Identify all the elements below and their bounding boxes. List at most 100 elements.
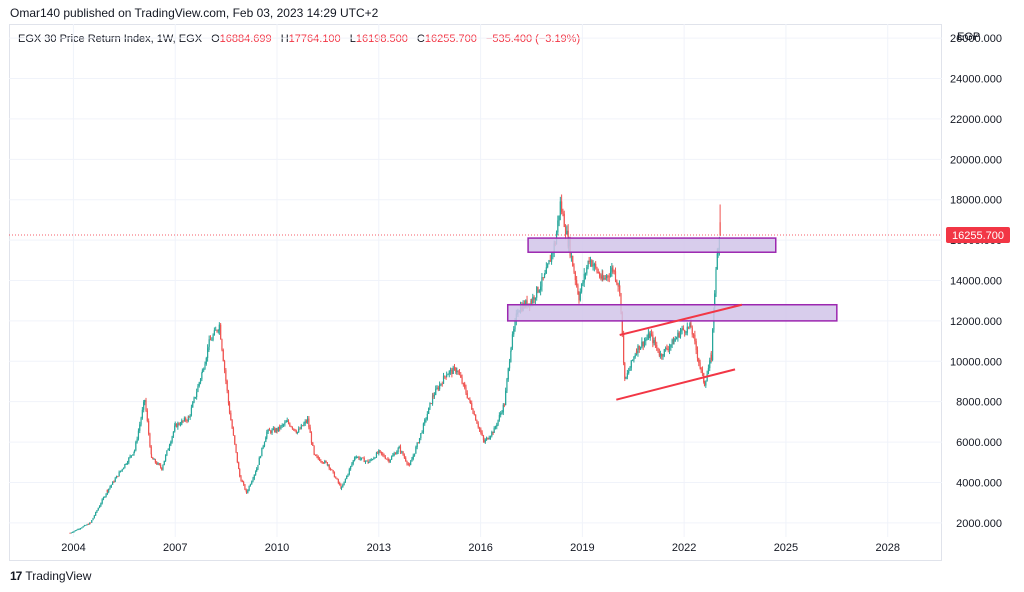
candle-body (223, 361, 226, 371)
candle-body (74, 530, 76, 532)
candle-body (439, 384, 441, 390)
y-tick-label: 18000.000 (950, 195, 1002, 207)
candle-body (373, 457, 375, 460)
candle-body (287, 420, 290, 424)
candle-body (245, 489, 247, 491)
candle-body (162, 465, 164, 470)
candle-body (540, 286, 542, 291)
candle-body (72, 532, 74, 533)
candle-body (561, 201, 563, 212)
candle-body (284, 422, 286, 425)
candle-body (719, 222, 721, 235)
candle-body (316, 455, 318, 457)
candle-body (430, 402, 432, 404)
candle-body (121, 469, 123, 471)
legend-change: −535.400 (−3.19%) (485, 33, 581, 45)
candle-body (445, 376, 447, 378)
candle-body (211, 339, 213, 341)
candle-body (201, 372, 203, 379)
candle-body (243, 482, 245, 485)
candle-body (336, 478, 338, 480)
candle-body (302, 425, 304, 427)
candle-body (588, 261, 590, 262)
candle-body (538, 290, 540, 293)
candle-body (617, 283, 619, 287)
candle-body (232, 428, 235, 436)
candle-body (603, 277, 605, 280)
candle-body (471, 403, 473, 410)
candle-body (701, 369, 704, 374)
candle-body (408, 464, 410, 466)
chart-frame[interactable] (9, 24, 942, 561)
candle-body (185, 418, 187, 421)
candle-body (122, 467, 125, 470)
candle-body (596, 267, 598, 272)
candle-body (152, 457, 154, 460)
candle-body (619, 285, 621, 294)
candle-body (312, 442, 314, 446)
candle-body (340, 487, 343, 489)
candle-body (428, 407, 430, 414)
candle-body (362, 457, 364, 459)
candle-body (98, 505, 101, 509)
candle-body (460, 374, 462, 378)
candle-body (300, 425, 302, 429)
candle-body (164, 455, 167, 461)
candle-body (96, 510, 98, 513)
candle-body (607, 275, 609, 277)
candle-body (348, 469, 350, 475)
candle-body (453, 367, 456, 369)
candle-body (378, 450, 380, 454)
candle-body (139, 424, 141, 431)
candle-body (429, 402, 431, 408)
candle-body (327, 464, 329, 466)
candle-body (360, 457, 363, 459)
last-price-tag (946, 226, 1010, 243)
candle-body (649, 333, 651, 339)
candle-body (670, 344, 672, 347)
candle-body (175, 423, 178, 428)
candle-body (340, 484, 342, 489)
candle-body (203, 369, 205, 371)
candle-body (174, 423, 176, 426)
candle-body (387, 458, 389, 460)
candle-body (715, 269, 717, 294)
candle-body (306, 418, 309, 422)
candle-body (507, 368, 509, 380)
candle-body (239, 469, 241, 477)
candle-body (403, 455, 405, 458)
candle-body (436, 387, 438, 389)
candle-body (633, 356, 635, 360)
candle-body (168, 445, 171, 450)
candle-body (671, 339, 673, 345)
x-tick-label: 2019 (570, 542, 594, 554)
candle-body (508, 362, 511, 369)
candle-body (653, 339, 655, 344)
candle-body (609, 271, 612, 277)
candle-body (259, 456, 262, 458)
candle-body (422, 423, 425, 432)
candle-body (207, 348, 209, 359)
candle-body (115, 475, 118, 479)
candle-body (698, 358, 700, 363)
published-line: Omar140 published on TradingView.com, Fe… (10, 6, 379, 20)
candle-body (548, 260, 550, 265)
candle-body (101, 499, 103, 504)
axes: 2000.000 4000.000 6000.000 8000.000 10000.00… (61, 33, 1010, 554)
candle-body (167, 449, 169, 451)
candle-body (337, 479, 339, 483)
candle-body (108, 488, 110, 492)
candle-body (530, 300, 532, 307)
candle-body (374, 457, 376, 459)
candle-body (366, 460, 368, 462)
candle-body (198, 382, 200, 386)
candle-body (624, 362, 626, 379)
candle-body (343, 481, 345, 485)
y-tick-label: 24000.000 (950, 74, 1002, 86)
candle-body (272, 428, 274, 430)
candle-body (469, 399, 471, 401)
candle-body (186, 420, 188, 422)
candle-body (563, 213, 565, 227)
candle-body (182, 420, 184, 422)
